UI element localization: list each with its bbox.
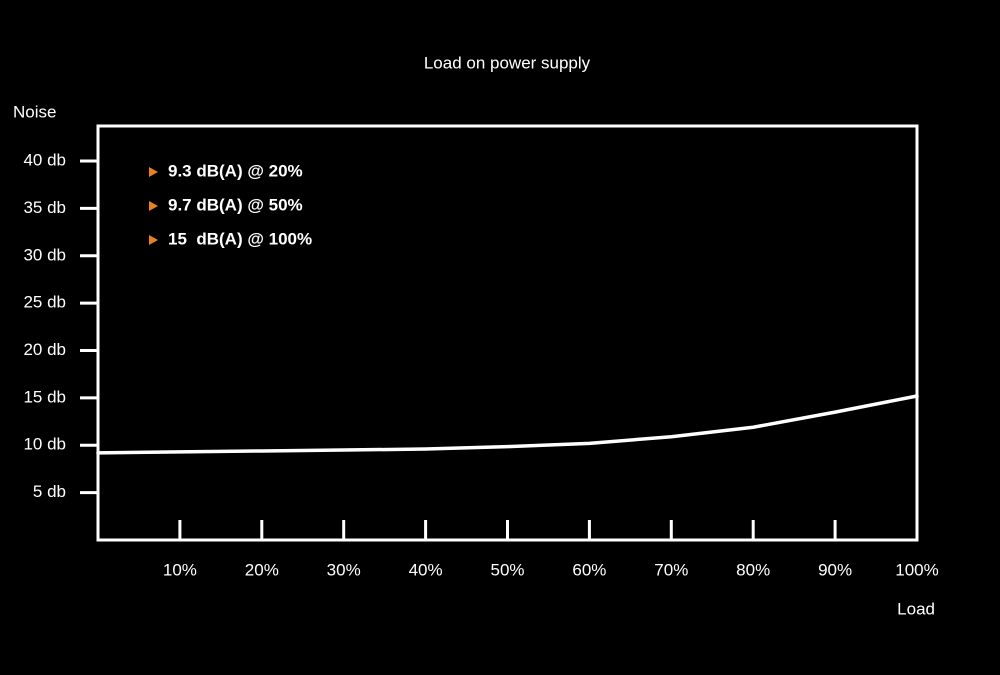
x-tick-label: 100% xyxy=(895,560,938,579)
annotation-marker xyxy=(149,235,158,245)
y-tick-label: 40 db xyxy=(23,151,66,170)
x-tick-label: 60% xyxy=(572,560,606,579)
y-tick-label: 20 db xyxy=(23,340,66,359)
noise-line xyxy=(96,394,919,455)
x-tick-label: 50% xyxy=(490,560,524,579)
chart-title: Load on power supply xyxy=(424,53,591,72)
y-axis-label: Noise xyxy=(13,102,56,121)
y-tick-label: 15 db xyxy=(23,387,66,406)
annotation-marker xyxy=(149,167,158,177)
x-tick-label: 30% xyxy=(327,560,361,579)
x-tick-label: 40% xyxy=(409,560,443,579)
annotation: 9.7 dB(A) @ 50% xyxy=(168,195,303,214)
annotation: 15 dB(A) @ 100% xyxy=(168,229,312,248)
y-tick-label: 25 db xyxy=(23,293,66,312)
y-tick-label: 5 db xyxy=(33,482,66,501)
x-tick-label: 10% xyxy=(163,560,197,579)
x-axis-label: Load xyxy=(897,599,935,618)
annotation: 9.3 dB(A) @ 20% xyxy=(168,161,303,180)
x-tick-label: 90% xyxy=(818,560,852,579)
x-tick-label: 70% xyxy=(654,560,688,579)
annotation-marker xyxy=(149,201,158,211)
y-tick-label: 35 db xyxy=(23,198,66,217)
y-tick-label: 30 db xyxy=(23,245,66,264)
y-tick-label: 10 db xyxy=(23,435,66,454)
plot-frame xyxy=(96,124,919,542)
x-tick-label: 20% xyxy=(245,560,279,579)
x-tick-label: 80% xyxy=(736,560,770,579)
